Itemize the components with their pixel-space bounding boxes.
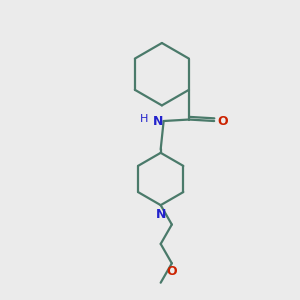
Text: O: O xyxy=(218,115,228,128)
Text: N: N xyxy=(153,115,163,128)
Text: N: N xyxy=(155,208,166,220)
Text: O: O xyxy=(167,265,177,278)
Text: H: H xyxy=(140,114,148,124)
